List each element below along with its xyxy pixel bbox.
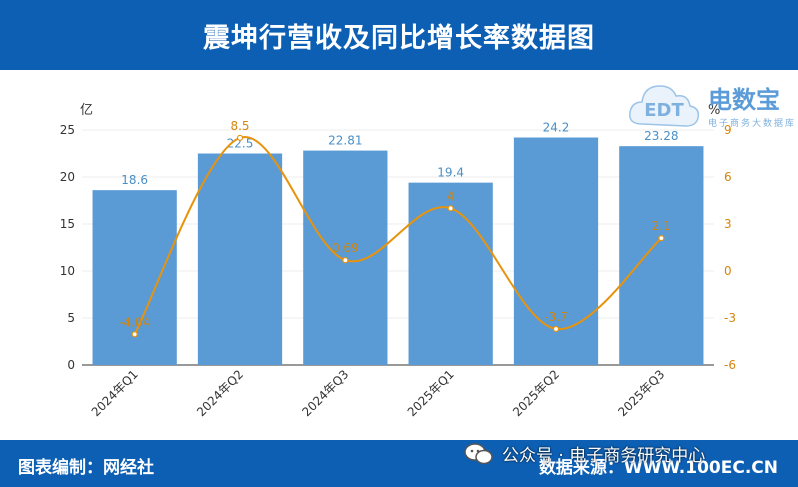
line-data-label: 4: [447, 189, 455, 203]
bar: [619, 146, 704, 365]
bar-data-label: 24.2: [543, 121, 570, 135]
footer-bar: 图表编制：网经社 数据来源：WWW.100EC.CN: [0, 440, 798, 487]
growth-rate-point: [131, 331, 138, 338]
logo-badge: EDT: [644, 100, 684, 121]
x-tick-label: 2024年Q1: [89, 367, 141, 419]
y-left-tick-label: 25: [60, 123, 75, 137]
x-tick-label: 2024年Q3: [299, 367, 351, 419]
bar-data-label: 18.6: [121, 173, 148, 187]
y-left-tick-label: 5: [67, 311, 75, 325]
x-tick-label: 2025年Q2: [510, 367, 562, 419]
y-left-tick-label: 0: [67, 358, 75, 372]
y-left-tick-label: 15: [60, 217, 75, 231]
logo-name: 电数宝: [708, 86, 780, 114]
growth-rate-line: [133, 136, 662, 335]
y-right-tick-label: 6: [724, 170, 732, 184]
wechat-text: 公众号 · 电子商务研究中心: [502, 446, 706, 466]
chart-credit: 图表编制：网经社: [18, 458, 154, 478]
y-left-tick-label: 20: [60, 170, 75, 184]
growth-rate-point: [447, 205, 454, 212]
bar: [197, 153, 283, 365]
growth-rate-point: [658, 235, 665, 242]
bar-data-label: 22.5: [227, 137, 254, 151]
cloud-logo-icon: EDT 电数宝 电子商务大数据库: [629, 85, 796, 129]
wechat-icon: [464, 442, 493, 464]
line-data-label: 8.5: [230, 119, 249, 133]
logo: EDT 电数宝 电子商务大数据库: [628, 74, 798, 138]
chart-area: 0 5 10 15 20 25 -6 -3 0 3 6 9 亿% 18.6 22.5 22.81 19.4 24.…: [0, 70, 798, 440]
bar-data-label: 19.4: [437, 166, 464, 180]
y-right-tick-label: -6: [724, 358, 736, 372]
x-tick-label: 2025年Q3: [615, 367, 667, 419]
growth-rate-point: [552, 325, 560, 333]
bar: [408, 182, 493, 365]
header-banner: 震坤行营收及同比增长率数据图: [0, 0, 798, 70]
logo-tagline: 电子商务大数据库: [708, 117, 796, 129]
y-right-tick-label: 3: [724, 217, 732, 231]
line-data-label: -4.04: [119, 315, 150, 329]
y-right-axis-label: %: [708, 103, 720, 118]
bar: [92, 190, 177, 365]
growth-rate-point: [342, 257, 349, 264]
line-data-label: -3.7: [544, 310, 567, 324]
bar-data-label: 22.81: [328, 134, 362, 148]
y-left-tick-label: 10: [60, 264, 75, 278]
chart-title: 震坤行营收及同比增长率数据图: [203, 22, 595, 54]
x-tick-label: 2025年Q1: [405, 367, 457, 419]
x-tick-label: 2024年Q2: [194, 367, 246, 419]
y-right-tick-label: 0: [724, 264, 732, 278]
data-source: 数据来源：WWW.100EC.CN: [538, 458, 778, 478]
growth-rate-point: [236, 134, 244, 141]
y-right-tick-label: -3: [724, 311, 736, 325]
y-right-tick-label: 9: [724, 123, 732, 137]
y-left-axis-label: 亿: [80, 103, 93, 118]
line-data-label: 0.69: [332, 241, 359, 255]
wechat-watermark: 公众号 · 电子商务研究中心: [464, 441, 705, 466]
bar-data-label: 23.28: [644, 129, 678, 143]
combo-chart: 0 5 10 15 20 25 -6 -3 0 3 6 9 亿 % 18.6 22.5 22.81 19.4 24.…: [60, 103, 736, 419]
line-data-label: 2.1: [652, 219, 671, 233]
